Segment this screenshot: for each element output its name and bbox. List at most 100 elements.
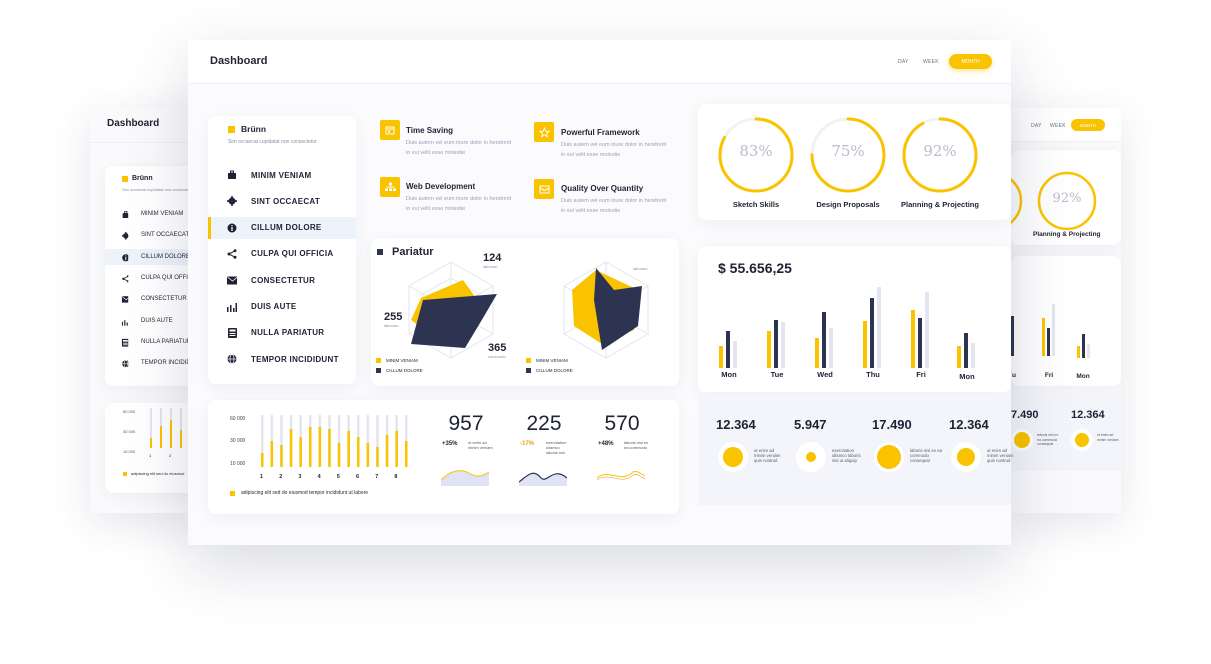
kpi-number: 957 — [448, 412, 484, 435]
kpi-caption: laboris nisi ex ea commodo — [624, 440, 649, 450]
feature-title: Powerful Framework — [561, 128, 640, 137]
inbox-icon — [534, 179, 554, 199]
legend-label: CILLUM DOLORE — [536, 368, 573, 373]
stat-circle — [796, 442, 826, 472]
sidebar-item-back[interactable]: TEMPOR INCIDIDUNT — [105, 355, 200, 371]
sitemap-icon — [380, 177, 400, 197]
sidebar-item-back[interactable]: MINIM VENIAM — [105, 206, 200, 222]
kpi-sparkline — [519, 472, 567, 486]
radar-value: 255 — [384, 311, 403, 323]
x-tick: 2 — [169, 453, 172, 458]
x-tick: 3 — [298, 474, 302, 480]
sidebar-item-back[interactable]: NULLA PARIATUR — [105, 334, 200, 350]
day-label: Thu — [866, 370, 880, 379]
sidebar-item-nulla-pariatur[interactable]: NULLA PARIATUR — [208, 322, 356, 344]
stat-circle — [718, 442, 748, 472]
sidebar-item-label: CONSECTETUR — [251, 275, 316, 285]
feature-title: Time Saving — [406, 126, 453, 135]
x-tick: 7 — [375, 474, 379, 480]
brand-name: Brünn — [241, 124, 267, 134]
radar-sublabel: commodo — [488, 354, 506, 359]
sidebar-item-back[interactable]: SINT OCCAECAT — [105, 227, 200, 243]
legend-label: adipiscing elit sed do eiusmod tempor in… — [241, 490, 369, 496]
radar-sublabel: laborum — [384, 323, 399, 328]
stat-circle — [951, 442, 981, 472]
sidebar-item-sint-occaecat[interactable]: SINT OCCAECAT — [208, 190, 356, 212]
sidebar-item-back[interactable]: CULPA QUI OFFICIA — [105, 270, 200, 286]
radar-sublabel: laborum — [483, 264, 498, 269]
stat-text: laboris nisi ex ea commodo consequat — [1037, 433, 1059, 446]
x-tick: 5 — [336, 474, 340, 480]
stat-number: 5.947 — [794, 417, 827, 432]
bars-back: u Fri Mon — [1011, 256, 1121, 386]
tab-month[interactable]: MONTH — [1071, 119, 1105, 131]
progress-ring — [718, 117, 794, 193]
ring-value: 83% — [739, 142, 773, 160]
sidebar-back: Brünn Sim occaecat cupidatat non consect… — [105, 166, 200, 386]
progress-ring — [902, 117, 978, 193]
info-icon — [122, 253, 129, 261]
kpi-number: 225 — [526, 412, 562, 435]
ring-value: 75% — [831, 142, 865, 160]
bar-chart-icon — [121, 317, 128, 326]
card-title: Pariatur — [392, 246, 434, 258]
sidebar-item-label: SINT OCCAECAT — [251, 196, 321, 206]
sidebar-item-label: CONSECTETUR — [141, 296, 187, 303]
balance-amount: $ 55.656,25 — [718, 260, 792, 276]
briefcase-icon — [122, 211, 129, 218]
stat-number: 12.364 — [949, 417, 989, 432]
stats-back: 7.490 12.364 laboris nisi ex ea commodo … — [1011, 393, 1121, 471]
sidebar-item-label: CULPA QUI OFFICIA — [251, 249, 334, 259]
sidebar-item-label: NULLA PARIATUR — [251, 328, 325, 338]
sidebar-item-consectetur[interactable]: CONSECTETUR — [208, 269, 356, 291]
stat-circle — [874, 442, 904, 472]
sidebar-item-label: SINT OCCAECAT — [141, 232, 190, 239]
sidebar-item-back[interactable]: DUIS AUTE — [105, 313, 200, 329]
radar-chart-right — [563, 261, 649, 359]
ring-value: 92% — [1052, 191, 1082, 206]
sidebar-item-cillum-dolore[interactable]: CILLUM DOLORE — [208, 216, 356, 239]
sidebar-item-back[interactable]: CONSECTETUR — [105, 291, 200, 307]
tab-day[interactable]: DAY — [1031, 123, 1042, 129]
tab-month[interactable]: MONTH — [949, 54, 992, 69]
kpi-caption: exercitation ullamco laboris nisi — [546, 440, 567, 455]
stat-text: exercitation ullamco laboris nisi ut ali… — [832, 448, 861, 463]
stat-number: 12.364 — [1071, 409, 1105, 421]
feature-title: Quality Over Quantity — [561, 184, 644, 193]
stat-text: laboris nisi ex ea commodo consequat — [910, 448, 943, 463]
day-label: u — [1012, 372, 1016, 379]
calculator-icon — [227, 327, 237, 338]
sidebar: Brünn Sim occaecat cupidatat non consect… — [208, 116, 356, 384]
sidebar-item-culpa-qui-officia[interactable]: CULPA QUI OFFICIA — [208, 243, 356, 265]
x-tick: 4 — [317, 474, 321, 480]
background-dashboard-right: DAY WEEK MONTH ls 92% Planning & Project… — [1011, 108, 1121, 513]
ring-label: Sketch Skills — [732, 200, 780, 209]
y-tick: 10 000 — [123, 449, 136, 454]
y-tick: 30 000 — [230, 438, 246, 444]
sidebar-item-label: MINIM VENIAM — [141, 211, 184, 217]
main-dashboard: Dashboard DAY WEEK MONTH Brünn Sim occae… — [188, 40, 1014, 545]
sidebar-item-duis-aute[interactable]: DUIS AUTE — [208, 296, 356, 318]
sidebar-item-back[interactable]: CILLUM DOLORE — [105, 248, 200, 265]
rings-back: ls 92% Planning & Projecting — [1011, 150, 1121, 245]
star-icon — [534, 122, 554, 142]
stat-text: ut enim ad minim veniam quis nostrud — [754, 448, 781, 463]
stats-strip: 12.364 ut enim ad minim veniam quis nostr… — [698, 395, 1014, 505]
calendar-icon — [380, 120, 400, 140]
ring-label: Design Proposals — [816, 200, 880, 209]
page-title: Dashboard — [210, 55, 268, 67]
calculator-icon — [121, 338, 129, 347]
tab-week[interactable]: WEEK — [923, 59, 939, 65]
x-tick: 1 — [260, 474, 264, 480]
mail-icon — [227, 275, 237, 285]
weekly-bar-chart — [719, 287, 975, 368]
kpi-sparkline — [441, 470, 489, 486]
sidebar-item-minim-veniam[interactable]: MINIM VENIAM — [208, 164, 356, 186]
sidebar-item-tempor-incididunt[interactable]: TEMPOR INCIDIDUNT — [208, 348, 356, 370]
background-dashboard-left: Dashboard Brünn Sim occaecat cupidatat n… — [90, 108, 200, 513]
tab-day[interactable]: DAY — [898, 59, 909, 65]
stat-number: 17.490 — [872, 417, 912, 432]
feature-desc: Duis autem vel eum iriure dolor in hendr… — [406, 196, 512, 212]
tab-week[interactable]: WEEK — [1050, 123, 1066, 129]
progress-ring — [810, 117, 886, 193]
